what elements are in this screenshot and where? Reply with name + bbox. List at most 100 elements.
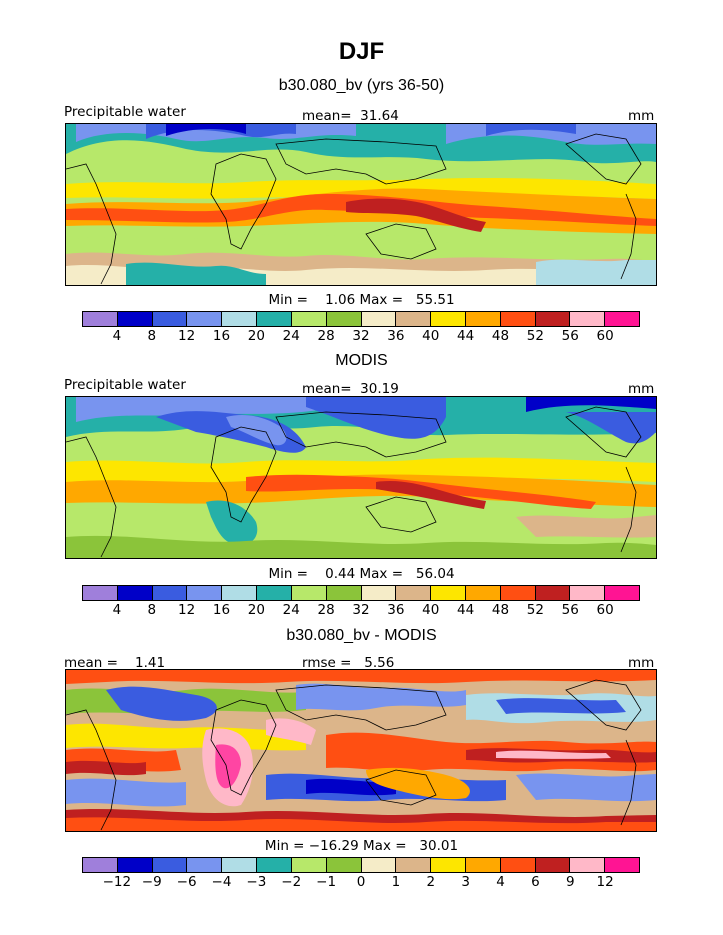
- colorbar-tick-label: 32: [352, 328, 370, 344]
- panel-1-colorbar-ticks: 4 8 12 16 20 24 28 32 36 40 44 48 52 56 …: [82, 328, 640, 346]
- colorbar-swatch: [257, 586, 292, 600]
- panel-2-units-label: mm: [628, 381, 655, 397]
- panel-3-rmse-label: rmse = 5.56: [302, 655, 395, 671]
- colorbar-tick-label: 4: [112, 328, 122, 344]
- colorbar-swatch: [187, 858, 223, 872]
- panel-2-map: [65, 396, 657, 559]
- panel-1-map-svg: [66, 124, 656, 285]
- colorbar-tick-label: 40: [422, 602, 440, 618]
- colorbar-swatch: [291, 312, 327, 326]
- colorbar-swatch: [500, 312, 536, 326]
- colorbar-swatch: [535, 858, 571, 872]
- panel-1-variable-label: Precipitable water: [64, 104, 186, 120]
- panel-1-units-label: mm: [628, 108, 655, 124]
- colorbar-tick-label: 28: [317, 328, 335, 344]
- panel-1-colorbar: [82, 311, 640, 327]
- colorbar-swatch: [83, 312, 118, 326]
- colorbar-swatch: [396, 312, 432, 326]
- colorbar-swatch: [326, 312, 362, 326]
- colorbar-swatch: [570, 858, 606, 872]
- colorbar-swatch: [465, 858, 501, 872]
- colorbar-tick-label: 24: [282, 328, 300, 344]
- colorbar-tick-label: −4: [211, 874, 232, 890]
- colorbar-swatch: [605, 858, 639, 872]
- colorbar-tick-label: 56: [561, 328, 579, 344]
- colorbar-tick-label: 44: [457, 602, 475, 618]
- colorbar-tick-label: 9: [565, 874, 575, 890]
- colorbar-tick-label: −3: [246, 874, 267, 890]
- colorbar-swatch: [361, 858, 397, 872]
- colorbar-tick-label: 56: [561, 602, 579, 618]
- colorbar-swatch: [361, 586, 397, 600]
- colorbar-swatch: [431, 312, 466, 326]
- colorbar-swatch: [291, 586, 327, 600]
- colorbar-tick-label: 8: [147, 602, 157, 618]
- panel-1-minmax-label: Min = 1.06 Max = 55.51: [268, 292, 455, 308]
- colorbar-swatch: [431, 858, 466, 872]
- colorbar-tick-label: 44: [457, 328, 475, 344]
- colorbar-tick-label: 48: [491, 602, 510, 618]
- colorbar-tick-label: 16: [212, 328, 231, 344]
- colorbar-swatch: [152, 586, 188, 600]
- colorbar-tick-label: 4: [112, 602, 122, 618]
- colorbar-swatch: [570, 312, 606, 326]
- colorbar-swatch: [396, 586, 432, 600]
- panel-2-minmax-label: Min = 0.44 Max = 56.04: [268, 566, 455, 582]
- panel-1-mean-label: mean= 31.64: [302, 108, 399, 124]
- colorbar-swatch: [222, 858, 258, 872]
- colorbar-tick-label: −1: [316, 874, 337, 890]
- panel-3-units-label: mm: [628, 655, 655, 671]
- colorbar-swatch: [570, 586, 606, 600]
- colorbar-swatch: [83, 858, 118, 872]
- colorbar-tick-label: 40: [422, 328, 440, 344]
- panel-3-colorbar-ticks: −12 −9 −6 −4 −3 −2 −1 0 1 2 3 4 6 9 12: [82, 874, 640, 892]
- colorbar-swatch: [465, 312, 501, 326]
- panel-3-mean-label: mean = 1.41: [64, 655, 166, 671]
- colorbar-tick-label: 20: [247, 328, 265, 344]
- panel-2-mean-label: mean= 30.19: [302, 381, 399, 397]
- colorbar-tick-label: 60: [596, 602, 614, 618]
- colorbar-tick-label: −12: [102, 874, 132, 890]
- colorbar-tick-label: 16: [212, 602, 231, 618]
- colorbar-swatch: [152, 312, 188, 326]
- colorbar-swatch: [500, 586, 536, 600]
- colorbar-swatch: [257, 312, 292, 326]
- panel-3-map-svg: [66, 670, 656, 831]
- colorbar-swatch: [257, 858, 292, 872]
- colorbar-swatch: [326, 586, 362, 600]
- panel-2-variable-label: Precipitable water: [64, 377, 186, 393]
- colorbar-tick-label: 12: [178, 328, 196, 344]
- panel-2-title: MODIS: [335, 352, 388, 369]
- colorbar-tick-label: 3: [461, 874, 470, 890]
- panel-1-title: b30.080_bv (yrs 36-50): [278, 77, 445, 94]
- colorbar-swatch: [117, 858, 153, 872]
- colorbar-swatch: [605, 586, 639, 600]
- colorbar-tick-label: −9: [141, 874, 162, 890]
- panel-3-colorbar: [82, 857, 640, 873]
- colorbar-swatch: [535, 586, 571, 600]
- colorbar-tick-label: 4: [496, 874, 505, 890]
- colorbar-swatch: [361, 312, 397, 326]
- colorbar-tick-label: 36: [387, 602, 405, 618]
- colorbar-tick-label: 28: [317, 602, 335, 618]
- colorbar-swatch: [83, 586, 118, 600]
- colorbar-tick-label: 60: [596, 328, 614, 344]
- colorbar-tick-label: 48: [491, 328, 510, 344]
- colorbar-swatch: [500, 858, 536, 872]
- colorbar-swatch: [605, 312, 639, 326]
- colorbar-tick-label: 24: [282, 602, 300, 618]
- colorbar-swatch: [187, 586, 223, 600]
- colorbar-tick-label: 36: [387, 328, 405, 344]
- colorbar-tick-label: 0: [356, 874, 366, 890]
- colorbar-tick-label: 12: [596, 874, 614, 890]
- panel-3-map: [65, 669, 657, 832]
- panel-2-colorbar-ticks: 4 8 12 16 20 24 28 32 36 40 44 48 52 56 …: [82, 602, 640, 620]
- colorbar-swatch: [117, 586, 153, 600]
- colorbar-tick-label: 1: [391, 874, 401, 890]
- colorbar-tick-label: 32: [352, 602, 370, 618]
- colorbar-swatch: [396, 858, 432, 872]
- colorbar-tick-label: 12: [178, 602, 196, 618]
- colorbar-tick-label: −6: [176, 874, 197, 890]
- colorbar-swatch: [152, 858, 188, 872]
- colorbar-tick-label: 6: [531, 874, 540, 890]
